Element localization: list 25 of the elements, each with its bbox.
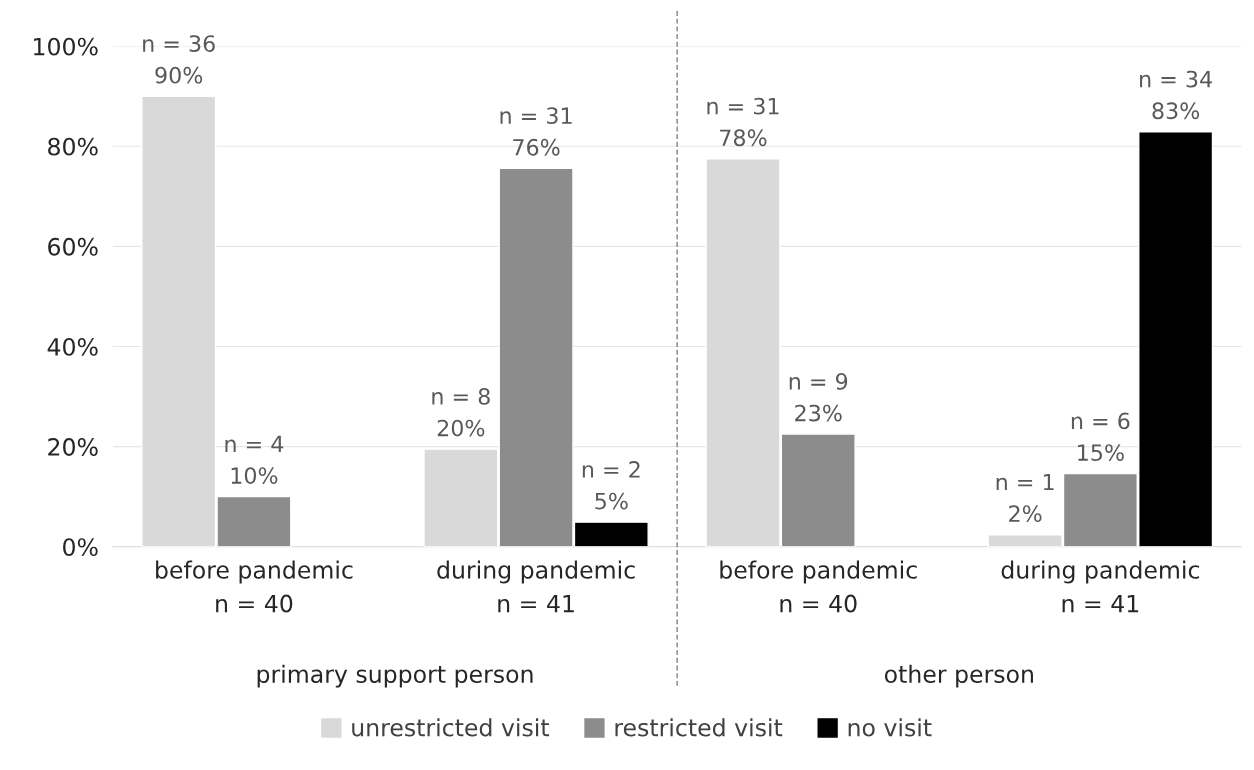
- x-tick-label: before pandemic n = 40: [720, 560, 917, 613]
- data-label: n = 4 10%: [225, 435, 284, 485]
- legend-label: restricted visit: [615, 718, 783, 737]
- data-label: n = 31 78%: [707, 97, 779, 147]
- y-tick-label: 40%: [47, 337, 98, 356]
- y-tick-label: 0%: [63, 538, 98, 557]
- data-label: n = 2 5%: [582, 461, 640, 510]
- x-tick-label: before pandemic n = 40: [156, 560, 353, 613]
- x-tick-label: during pandemic n = 41: [437, 560, 635, 613]
- data-label: n = 1 2%: [996, 473, 1054, 523]
- data-label: n = 9 23%: [789, 373, 848, 422]
- y-tick-label: 60%: [48, 237, 98, 256]
- y-tick-label: 80%: [48, 137, 98, 156]
- data-label: n = 34 83%: [1140, 70, 1212, 120]
- y-tick-label: 100%: [34, 37, 98, 56]
- data-label: n = 6 15%: [1071, 412, 1130, 461]
- text: other person: [884, 664, 1033, 688]
- data-label: n = 8 20%: [432, 388, 490, 437]
- data-label: n = 36 90%: [143, 35, 215, 84]
- legend-label: unrestricted visit: [352, 718, 550, 737]
- data-label: n = 31 76%: [500, 107, 572, 156]
- text: primary support person: [257, 664, 533, 688]
- y-tick-label: 20%: [48, 438, 98, 456]
- legend-label: no visit: [848, 718, 932, 737]
- x-tick-label: during pandemic n = 41: [1001, 560, 1199, 613]
